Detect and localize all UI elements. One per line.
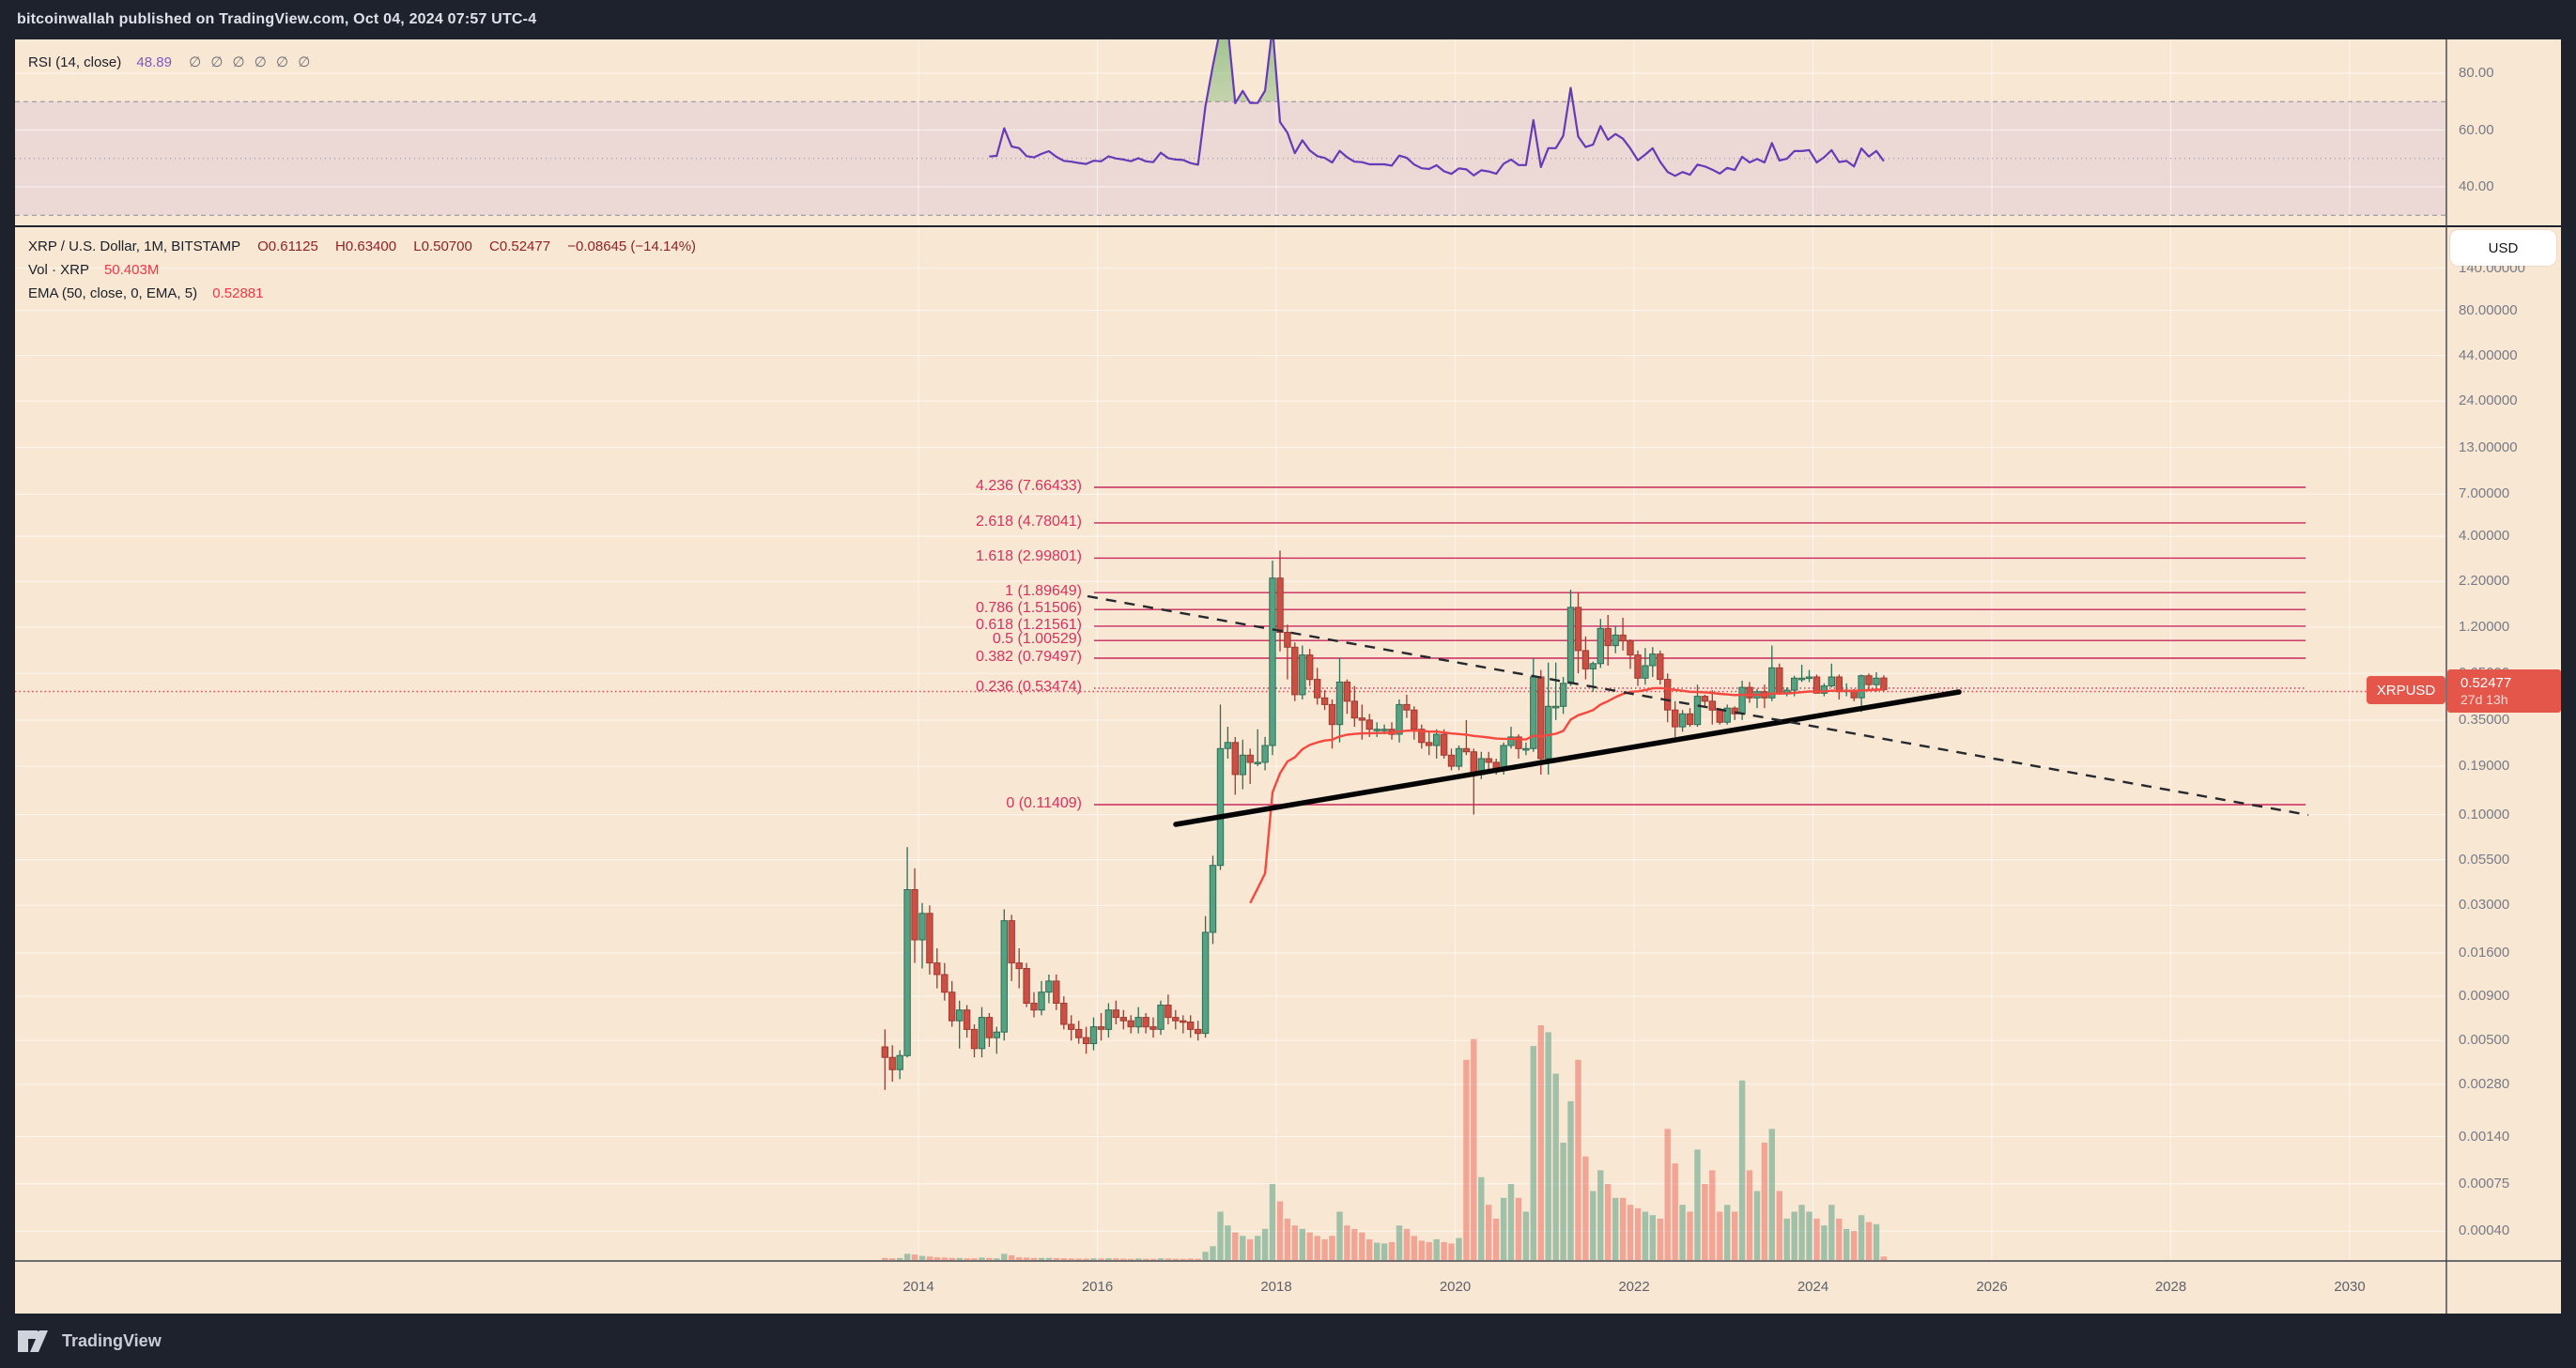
fib-level-label: 0.786 (1.51506)	[976, 600, 1082, 617]
price-axis-tick: 0.00040	[2459, 1222, 2510, 1239]
rsi-empty-inputs: ∅ ∅ ∅ ∅ ∅ ∅	[189, 54, 314, 70]
rsi-axis-tick: 60.00	[2459, 121, 2494, 138]
time-axis-tick: 2022	[1618, 1279, 1650, 1295]
last-price-label: 0.52477 27d 13h	[2447, 669, 2561, 713]
price-axis-tick: 2.20000	[2459, 573, 2510, 590]
time-axis-tick: 2026	[1976, 1279, 2008, 1295]
rsi-axis-tick: 80.00	[2459, 65, 2494, 81]
ohlc-high: H0.63400	[335, 238, 397, 254]
price-axis-tick: 24.00000	[2459, 392, 2518, 409]
time-axis-tick: 2016	[1081, 1279, 1114, 1295]
price-axis-tick: 0.00500	[2459, 1032, 2510, 1049]
time-axis-tick: 2028	[2154, 1279, 2187, 1295]
ohlc-change: −0.08645 (−14.14%)	[567, 238, 697, 254]
last-price-value: 0.52477	[2460, 675, 2512, 691]
ohlc-low: L0.50700	[413, 238, 472, 254]
bar-close-countdown: 27d 13h	[2460, 692, 2508, 707]
fib-level-label: 0.5 (1.00529)	[992, 631, 1082, 648]
price-axis-tick: 0.00140	[2459, 1128, 2510, 1145]
price-axis-tick: 0.05500	[2459, 851, 2510, 868]
volume-legend-value: 50.403M	[103, 262, 160, 278]
ohlc-open: O0.61125	[257, 238, 318, 254]
time-axis-tick: 2030	[2334, 1279, 2366, 1295]
symbol-legend: XRP / U.S. Dollar, 1M, BITSTAMP O0.61125…	[28, 238, 696, 254]
volume-legend: Vol · XRP 50.403M	[28, 262, 159, 278]
rsi-legend-label: RSI (14, close)	[28, 54, 122, 70]
ema-legend-value: 0.52881	[212, 285, 264, 301]
ema-legend-label: EMA (50, close, 0, EMA, 5)	[28, 285, 198, 301]
symbol-price-flag: XRPUSD	[2367, 676, 2445, 704]
price-axis-tick: 0.35000	[2459, 711, 2510, 728]
time-axis[interactable]	[15, 1261, 2446, 1314]
time-axis-tick: 2024	[1797, 1279, 1829, 1295]
fib-level-label: 0 (0.11409)	[1006, 795, 1082, 811]
price-axis-tick: 0.00900	[2459, 988, 2510, 1005]
rsi-legend-value: 48.89	[136, 54, 172, 70]
price-axis-tick: 44.00000	[2459, 346, 2518, 363]
price-axis-tick: 0.00075	[2459, 1175, 2510, 1191]
tradingview-logo-icon[interactable]	[17, 1327, 49, 1355]
symbol-title: XRP / U.S. Dollar, 1M, BITSTAMP	[28, 238, 240, 254]
price-axis-tick: 7.00000	[2459, 485, 2510, 502]
rsi-axis-tick: 40.00	[2459, 178, 2494, 194]
ohlc-close: C0.52477	[489, 238, 551, 254]
currency-toggle-button[interactable]: USD	[2450, 230, 2556, 266]
fib-level-label: 0.382 (0.79497)	[976, 649, 1082, 666]
attribution-text: bitcoinwallah published on TradingView.c…	[17, 11, 537, 27]
price-axis-tick: 1.20000	[2459, 618, 2510, 635]
price-axis-tick: 0.19000	[2459, 758, 2510, 775]
volume-legend-label: Vol · XRP	[28, 262, 89, 278]
fib-level-label: 0.618 (1.21561)	[976, 616, 1082, 633]
fib-level-label: 4.236 (7.66433)	[976, 477, 1082, 494]
price-axis-tick: 0.00280	[2459, 1075, 2510, 1092]
time-axis-tick: 2018	[1260, 1279, 1292, 1295]
fib-level-label: 1 (1.89649)	[1005, 583, 1082, 600]
price-axis-tick: 0.10000	[2459, 806, 2510, 822]
price-axis-tick: 80.00000	[2459, 301, 2518, 318]
fib-level-label: 2.618 (4.78041)	[976, 513, 1082, 530]
footer-bar: TradingView	[0, 1314, 2576, 1368]
time-axis-tick: 2020	[1439, 1279, 1472, 1295]
price-axis-tick: 4.00000	[2459, 528, 2510, 545]
ema-legend: EMA (50, close, 0, EMA, 5) 0.52881	[28, 285, 263, 301]
attribution-bar: bitcoinwallah published on TradingView.c…	[0, 0, 2576, 39]
fib-level-label: 0.236 (0.53474)	[976, 678, 1082, 695]
fib-level-label: 1.618 (2.99801)	[976, 548, 1082, 565]
price-axis-tick: 0.03000	[2459, 897, 2510, 914]
price-axis-tick: 13.00000	[2459, 438, 2518, 455]
price-axis-tick: 0.01600	[2459, 944, 2510, 961]
time-axis-tick: 2014	[902, 1279, 934, 1295]
tradingview-brand-text[interactable]: TradingView	[62, 1330, 162, 1350]
rsi-legend: RSI (14, close) 48.89 ∅ ∅ ∅ ∅ ∅ ∅	[28, 54, 313, 70]
